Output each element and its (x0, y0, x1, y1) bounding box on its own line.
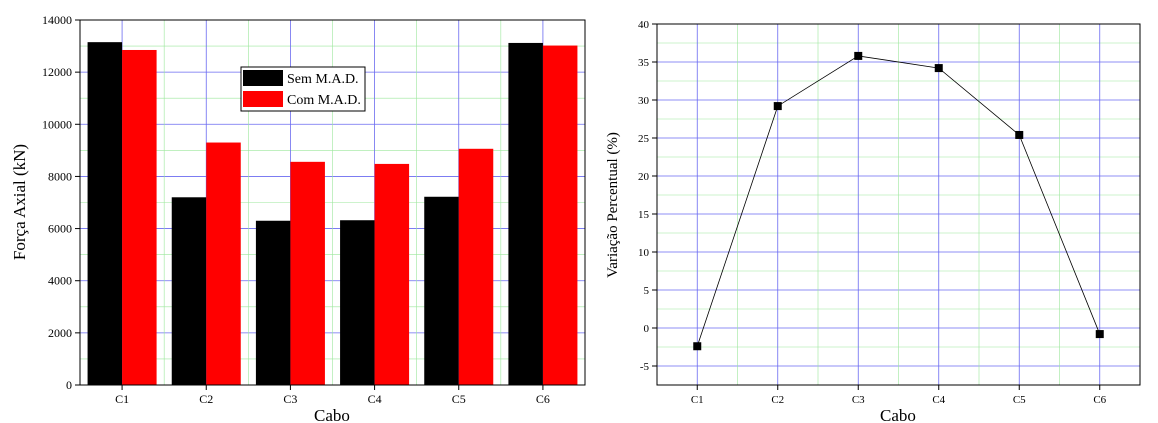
y-tick-label: -5 (640, 361, 650, 373)
chart2: -5 0 5 10 15 20 25 30 35 40 C1 C2 C3 C4 C5 C6 Variação… (605, 19, 1141, 423)
y-tick-label: 4000 (48, 274, 72, 288)
y-tick-label: 14000 (42, 13, 72, 27)
x-tick-label: C6 (1093, 394, 1106, 406)
y-tick-label: 5 (644, 285, 650, 297)
data-point-c4 (934, 64, 943, 73)
x-tick-label: C2 (771, 394, 784, 406)
x-tick-label: C3 (852, 394, 865, 406)
data-point-c1 (693, 342, 702, 351)
y-tick-label: 40 (638, 19, 650, 31)
y-tick-label: 10000 (42, 117, 72, 131)
bar-com-c5 (458, 148, 494, 385)
chart2-plot-frame (656, 23, 1141, 386)
x-tick-label: C1 (691, 394, 704, 406)
chart1-plot-frame (79, 19, 586, 386)
x-tick-label: C5 (452, 392, 466, 406)
chart2-markers (693, 51, 1104, 351)
chart2-yticks: -5 0 5 10 15 20 25 30 35 40 (638, 19, 657, 373)
data-point-c3 (854, 51, 863, 60)
chart1-legend: Sem M.A.D. Com M.A.D. (240, 66, 366, 112)
legend-swatch-sem (243, 70, 283, 86)
chart2-grid (657, 23, 1140, 385)
chart2-xlabel: Cabo (880, 406, 916, 423)
legend-label-com: Com M.A.D. (287, 93, 361, 108)
chart2-series-line (696, 55, 1101, 347)
data-point-c5 (1015, 130, 1024, 139)
chart1-yticks: 0 2000 4000 6000 8000 10000 12000 14000 (42, 13, 80, 392)
bar-sem-c5 (424, 196, 459, 385)
chart1-ylabel: Força Axial (kN) (10, 144, 29, 260)
bar-com-c4 (374, 163, 410, 385)
y-tick-label: 6000 (48, 222, 72, 236)
x-tick-label: C5 (1013, 394, 1026, 406)
bar-com-c3 (290, 161, 325, 385)
bar-com-c1 (122, 49, 157, 385)
x-tick-label: C1 (115, 392, 129, 406)
chart2-xticks: C1 C2 C3 C4 C5 C6 (691, 385, 1107, 406)
data-point-c2 (773, 102, 782, 111)
x-tick-label: C6 (536, 392, 550, 406)
bar-sem-c4 (340, 220, 375, 385)
y-tick-label: 8000 (48, 169, 72, 183)
y-tick-label: 30 (638, 95, 650, 107)
bar-sem-c1 (87, 42, 123, 386)
chart1-xlabel: Cabo (314, 406, 350, 423)
bar-com-c6 (542, 45, 578, 386)
bar-sem-c2 (171, 197, 207, 385)
data-point-c6 (1095, 330, 1104, 339)
y-tick-label: 0 (644, 323, 650, 335)
x-tick-label: C4 (932, 394, 945, 406)
legend-swatch-com (243, 91, 283, 107)
y-tick-label: 10 (638, 247, 650, 259)
x-tick-label: C3 (283, 392, 297, 406)
legend-label-sem: Sem M.A.D. (287, 72, 359, 87)
bar-com-c2 (206, 142, 241, 385)
chart1-bars (87, 42, 578, 386)
y-tick-label: 15 (638, 209, 650, 221)
y-tick-label: 20 (638, 171, 650, 183)
chart1-xticks: C1 C2 C3 C4 C5 C6 (115, 385, 550, 406)
x-tick-label: C2 (199, 392, 213, 406)
y-tick-label: 35 (638, 57, 650, 69)
y-tick-label: 2000 (48, 326, 72, 340)
y-tick-label: 12000 (42, 65, 72, 79)
chart2-ylabel: Variação Percentual (%) (605, 132, 621, 278)
x-tick-label: C4 (368, 392, 382, 406)
bar-sem-c6 (508, 42, 543, 385)
y-tick-label: 0 (66, 378, 72, 392)
bar-sem-c3 (255, 220, 291, 385)
y-tick-label: 25 (638, 133, 650, 145)
